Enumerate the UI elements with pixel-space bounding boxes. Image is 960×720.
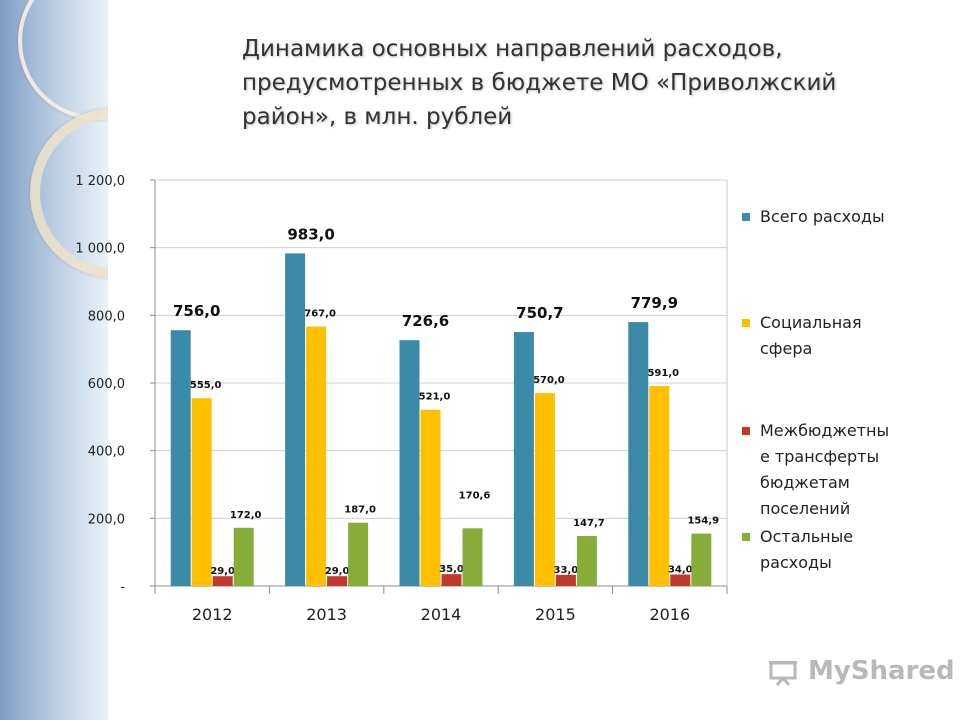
data-label: 570,0 <box>533 375 565 386</box>
data-label: 591,0 <box>647 368 679 379</box>
bar <box>170 330 191 586</box>
y-tick-label: 400,0 <box>88 445 125 460</box>
y-tick-label: 200,0 <box>88 512 125 527</box>
bar <box>191 398 212 586</box>
x-tick-label: 2014 <box>421 605 462 624</box>
presentation-icon <box>769 661 797 686</box>
legend-label: Всего расходы <box>760 207 885 226</box>
legend-label-line: Межбюджетны <box>760 421 890 440</box>
data-label: 767,0 <box>304 308 336 319</box>
data-label: 521,0 <box>419 392 451 403</box>
data-label: 756,0 <box>173 302 220 320</box>
bar <box>691 533 712 586</box>
watermark: MyShared <box>768 656 955 686</box>
y-tick-label: 1 000,0 <box>75 242 125 257</box>
legend-swatch <box>742 427 750 435</box>
bar <box>233 527 254 586</box>
x-tick-label: 2016 <box>649 605 690 624</box>
bar <box>441 574 462 586</box>
bar <box>327 576 348 586</box>
bar <box>513 332 534 586</box>
x-tick-label: 2013 <box>306 605 347 624</box>
legend-label: Социальная сфера <box>760 310 930 362</box>
bar <box>555 574 576 586</box>
data-label: 983,0 <box>287 225 334 243</box>
y-tick-label: - <box>120 580 125 595</box>
bar <box>212 576 233 586</box>
data-label: 779,9 <box>631 294 678 312</box>
y-tick-label: 1 200,0 <box>75 174 125 189</box>
x-tick-label: 2012 <box>192 605 233 624</box>
bar <box>462 528 483 586</box>
decorative-side-band <box>0 0 108 720</box>
data-label: 555,0 <box>190 380 222 391</box>
bar <box>306 326 327 586</box>
legend-label-line: расходы <box>760 553 832 572</box>
legend-label-line: Остальные <box>760 527 854 546</box>
data-label: 154,9 <box>687 516 719 527</box>
title-line-1: Динамика основных направлений расходов, <box>242 36 783 62</box>
legend-swatch <box>742 213 750 221</box>
bar <box>285 253 306 586</box>
legend-swatch <box>742 319 750 327</box>
watermark-text: MyShared <box>808 656 955 686</box>
bar <box>628 322 649 586</box>
bar <box>670 574 691 586</box>
data-label: 750,7 <box>516 304 563 322</box>
data-label: 29,0 <box>325 566 350 577</box>
data-label: 172,0 <box>230 510 262 521</box>
data-label: 29,0 <box>210 566 235 577</box>
data-label: 33,0 <box>554 565 579 576</box>
bar <box>399 340 420 586</box>
legend-label-line: сфера <box>760 339 813 358</box>
chart-title: Динамика основных направлений расходов, … <box>242 32 882 134</box>
bar <box>576 536 597 586</box>
legend-label-line: е трансферты <box>760 447 880 466</box>
title-line-3: район», в млн. рублей <box>242 104 513 130</box>
bar <box>420 409 441 586</box>
bar <box>348 522 369 586</box>
data-label: 147,7 <box>573 518 605 529</box>
legend-label-line: поселений <box>760 499 851 518</box>
bar <box>534 393 555 586</box>
data-label: 170,6 <box>459 490 491 501</box>
data-label: 34,0 <box>668 564 693 575</box>
data-label: 726,6 <box>402 312 449 330</box>
legend-label: Остальные расходы <box>760 524 930 576</box>
x-tick-label: 2015 <box>535 605 576 624</box>
legend-label-line: Социальная <box>760 313 862 332</box>
legend-label-line: бюджетам <box>760 473 850 492</box>
data-label: 35,0 <box>439 564 464 575</box>
y-tick-label: 600,0 <box>88 377 125 392</box>
legend-label: Межбюджетны е трансферты бюджетам поселе… <box>760 418 930 522</box>
y-tick-label: 800,0 <box>88 309 125 324</box>
data-label: 187,0 <box>344 505 376 516</box>
title-line-2: предусмотренных в бюджете МО «Приволжски… <box>242 70 837 96</box>
bar <box>649 386 670 586</box>
legend-swatch <box>742 533 750 541</box>
